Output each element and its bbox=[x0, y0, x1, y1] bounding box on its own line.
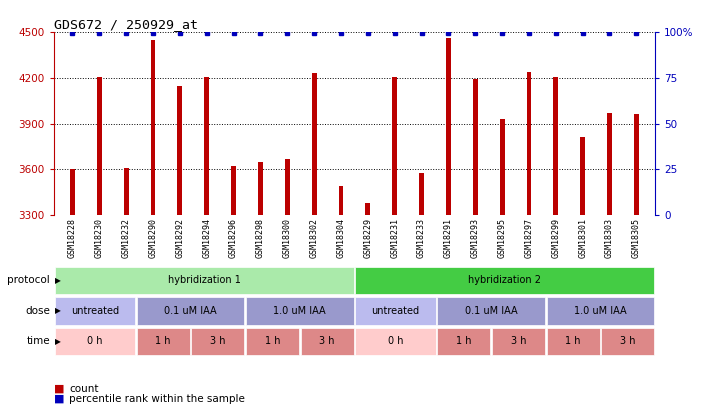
Bar bbox=[97, 77, 102, 215]
Text: GSM18296: GSM18296 bbox=[229, 218, 238, 258]
Bar bbox=[204, 77, 209, 215]
Bar bbox=[365, 202, 370, 215]
Bar bbox=[392, 77, 397, 215]
Bar bbox=[124, 168, 129, 215]
Text: GDS672 / 250929_at: GDS672 / 250929_at bbox=[54, 18, 198, 31]
Text: GSM18230: GSM18230 bbox=[95, 218, 104, 258]
Text: GSM18232: GSM18232 bbox=[122, 218, 131, 258]
Bar bbox=[301, 328, 354, 355]
Text: untreated: untreated bbox=[71, 306, 119, 316]
Text: ▶: ▶ bbox=[55, 306, 61, 315]
Text: GSM18300: GSM18300 bbox=[283, 218, 292, 258]
Text: GSM18291: GSM18291 bbox=[444, 218, 453, 258]
Text: GSM18304: GSM18304 bbox=[337, 218, 346, 258]
Bar bbox=[311, 73, 316, 215]
Text: 1 h: 1 h bbox=[566, 336, 581, 346]
Text: GSM18233: GSM18233 bbox=[417, 218, 426, 258]
Text: 1 h: 1 h bbox=[265, 336, 280, 346]
Bar bbox=[258, 162, 263, 215]
Text: GSM18294: GSM18294 bbox=[202, 218, 211, 258]
Text: untreated: untreated bbox=[372, 306, 420, 316]
Text: ■: ■ bbox=[54, 384, 64, 394]
Text: GSM18229: GSM18229 bbox=[363, 218, 372, 258]
Bar bbox=[355, 328, 435, 355]
Bar bbox=[54, 297, 135, 324]
Text: GSM18297: GSM18297 bbox=[524, 218, 533, 258]
Text: count: count bbox=[69, 384, 99, 394]
Bar bbox=[54, 328, 135, 355]
Text: GSM18293: GSM18293 bbox=[470, 218, 480, 258]
Text: time: time bbox=[26, 336, 50, 346]
Text: ■: ■ bbox=[54, 394, 64, 404]
Text: 0.1 uM IAA: 0.1 uM IAA bbox=[164, 306, 217, 316]
Bar bbox=[437, 328, 490, 355]
Text: 1.0 uM IAA: 1.0 uM IAA bbox=[574, 306, 626, 316]
Text: GSM18305: GSM18305 bbox=[632, 218, 641, 258]
Bar bbox=[526, 72, 531, 215]
Text: protocol: protocol bbox=[7, 275, 50, 286]
Text: hybridization 2: hybridization 2 bbox=[468, 275, 541, 286]
Bar bbox=[580, 137, 585, 215]
Bar bbox=[546, 297, 654, 324]
Text: 0 h: 0 h bbox=[387, 336, 403, 346]
Bar bbox=[70, 169, 75, 215]
Text: GSM18303: GSM18303 bbox=[605, 218, 614, 258]
Bar bbox=[446, 38, 451, 215]
Bar bbox=[137, 297, 244, 324]
Bar bbox=[178, 85, 183, 215]
Text: GSM18292: GSM18292 bbox=[175, 218, 185, 258]
Bar bbox=[355, 267, 654, 294]
Text: 1 h: 1 h bbox=[155, 336, 171, 346]
Bar bbox=[607, 113, 612, 215]
Text: GSM18228: GSM18228 bbox=[68, 218, 77, 258]
Text: percentile rank within the sample: percentile rank within the sample bbox=[69, 394, 246, 404]
Bar bbox=[419, 173, 424, 215]
Bar bbox=[492, 328, 545, 355]
Text: GSM18299: GSM18299 bbox=[551, 218, 561, 258]
Text: GSM18231: GSM18231 bbox=[390, 218, 400, 258]
Bar bbox=[634, 115, 639, 215]
Bar bbox=[437, 297, 545, 324]
Bar bbox=[246, 297, 354, 324]
Bar bbox=[339, 186, 344, 215]
Bar bbox=[601, 328, 654, 355]
Bar bbox=[500, 119, 505, 215]
Bar bbox=[150, 40, 155, 215]
Bar bbox=[231, 166, 236, 215]
Text: ▶: ▶ bbox=[55, 337, 61, 346]
Text: GSM18295: GSM18295 bbox=[498, 218, 507, 258]
Text: 1.0 uM IAA: 1.0 uM IAA bbox=[274, 306, 326, 316]
Bar bbox=[553, 77, 558, 215]
Bar bbox=[546, 328, 599, 355]
Text: 1 h: 1 h bbox=[456, 336, 472, 346]
Text: GSM18301: GSM18301 bbox=[578, 218, 587, 258]
Bar bbox=[54, 267, 354, 294]
Text: 0 h: 0 h bbox=[87, 336, 102, 346]
Bar bbox=[137, 328, 190, 355]
Text: dose: dose bbox=[25, 306, 50, 316]
Bar bbox=[473, 79, 478, 215]
Bar bbox=[285, 159, 290, 215]
Bar bbox=[355, 297, 435, 324]
Text: 3 h: 3 h bbox=[511, 336, 526, 346]
Bar bbox=[191, 328, 244, 355]
Text: 3 h: 3 h bbox=[620, 336, 636, 346]
Text: 3 h: 3 h bbox=[319, 336, 335, 346]
Text: GSM18302: GSM18302 bbox=[309, 218, 319, 258]
Text: 3 h: 3 h bbox=[210, 336, 226, 346]
Text: 0.1 uM IAA: 0.1 uM IAA bbox=[465, 306, 518, 316]
Text: ▶: ▶ bbox=[55, 276, 61, 285]
Text: GSM18290: GSM18290 bbox=[148, 218, 158, 258]
Text: GSM18298: GSM18298 bbox=[256, 218, 265, 258]
Bar bbox=[246, 328, 299, 355]
Text: hybridization 1: hybridization 1 bbox=[168, 275, 241, 286]
